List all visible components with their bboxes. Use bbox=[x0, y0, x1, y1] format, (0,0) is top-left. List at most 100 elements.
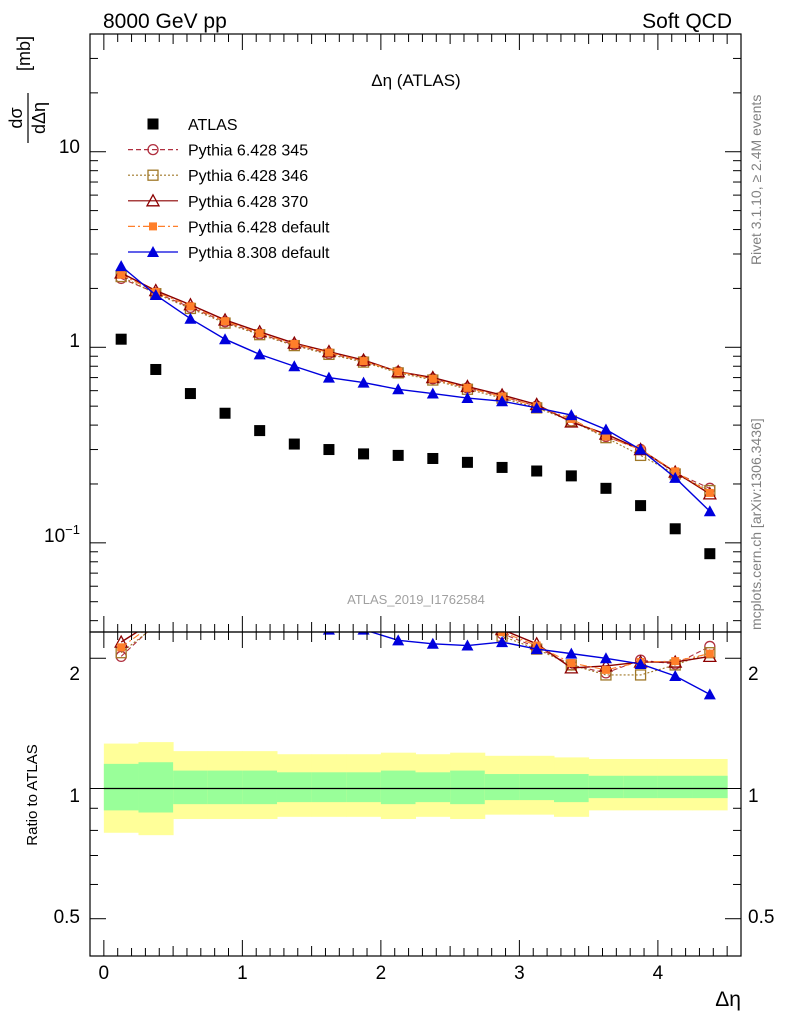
ratio-point-py8 bbox=[219, 620, 231, 631]
ratio-band-inner bbox=[588, 775, 624, 799]
main-point-atlas bbox=[150, 363, 162, 375]
main-point-py8 bbox=[565, 409, 578, 421]
x-axis-label: Δη bbox=[715, 988, 741, 1011]
main-point-atlas bbox=[358, 448, 370, 460]
main-series-atlas bbox=[115, 333, 716, 560]
main-point-py8 bbox=[149, 289, 162, 301]
ratio-point-py346 bbox=[255, 604, 265, 614]
main-point-atlas bbox=[184, 388, 196, 400]
main-point-pydefault bbox=[671, 467, 680, 476]
legend: ATLAS Pythia 6.428 345 Pythia 6.428 346 Pyt… bbox=[128, 117, 330, 262]
legend-item-py346: Pythia 6.428 346 bbox=[128, 168, 308, 185]
main-line-py8 bbox=[120, 265, 711, 512]
main-point-atlas bbox=[704, 548, 716, 560]
x-tick-label: 1 bbox=[237, 963, 248, 984]
main-series-py8 bbox=[115, 260, 716, 517]
ratio-point-py370 bbox=[323, 603, 335, 614]
ratio-point-py8 bbox=[599, 652, 612, 664]
main-point-pydefault bbox=[255, 329, 264, 338]
main-point-atlas bbox=[565, 470, 577, 482]
header-right: Soft QCD bbox=[642, 10, 732, 33]
legend-label-py8: Pythia 8.308 default bbox=[188, 245, 330, 262]
main-point-pydefault bbox=[186, 302, 195, 311]
main-point-atlas bbox=[600, 482, 612, 494]
main-series-py345 bbox=[115, 272, 716, 494]
ratio-point-py370 bbox=[150, 614, 162, 625]
ratio-band-inner bbox=[311, 772, 347, 803]
ratio-point-py345 bbox=[289, 604, 299, 614]
ratio-y-tick-label-1: 1 bbox=[69, 786, 80, 807]
main-point-py8 bbox=[530, 401, 543, 413]
legend-item-py345: Pythia 6.428 345 bbox=[128, 143, 308, 160]
ratio-point-py370 bbox=[564, 660, 579, 674]
ratio-series-py345 bbox=[115, 604, 716, 679]
ratio-series-py8 bbox=[115, 610, 716, 700]
main-x-ticks bbox=[103, 34, 728, 632]
main-point-atlas bbox=[392, 449, 404, 461]
ratio-band-inner bbox=[657, 775, 694, 799]
main-point-pydefault bbox=[359, 357, 368, 366]
ratio-band-inner bbox=[207, 770, 243, 805]
mcplots-label: mcplots.cern.ch [arXiv:1306.3436] bbox=[748, 418, 764, 630]
ratio-panel: 2 1 0.5 2 1 0.5 Ratio to ATLAS 0 1 2 3 4 Δη bbox=[24, 603, 775, 1011]
ratio-point-py346 bbox=[185, 604, 195, 614]
ratio-point-pydefault bbox=[601, 665, 610, 674]
ratio-point-pydefault bbox=[186, 605, 194, 613]
ratio-band-inner bbox=[623, 775, 659, 799]
main-point-py8 bbox=[219, 333, 232, 345]
main-point-atlas bbox=[115, 333, 127, 345]
ratio-y-tick-label-0.5-right: 0.5 bbox=[748, 907, 774, 928]
ratio-band-inner bbox=[415, 772, 451, 803]
ratio-point-py8 bbox=[288, 610, 300, 621]
ratio-band-inner bbox=[346, 772, 382, 803]
main-panel: Δη (ATLAS) ATLAS_2019_I1762584 dσ dΔη [m… bbox=[6, 33, 742, 633]
ratio-line-pydefault bbox=[120, 632, 710, 671]
ratio-point-py370 bbox=[288, 603, 300, 614]
main-line-py345 bbox=[120, 277, 711, 489]
legend-marker-py345 bbox=[147, 143, 159, 156]
legend-marker-py346 bbox=[147, 169, 159, 181]
main-title: Δη (ATLAS) bbox=[371, 71, 460, 90]
y-tick-label-10: 10 bbox=[59, 137, 80, 158]
ratio-series-py370 bbox=[114, 603, 717, 674]
main-point-atlas bbox=[323, 444, 335, 456]
ratio-point-py8 bbox=[703, 688, 716, 700]
y-axis-label: dσ dΔη [mb] bbox=[6, 36, 49, 143]
main-point-pydefault bbox=[601, 432, 610, 441]
ratio-point-py8 bbox=[669, 669, 682, 681]
main-point-atlas bbox=[496, 461, 508, 473]
y-tick-label-0.1: 10−1 bbox=[44, 522, 80, 547]
ratio-point-py346 bbox=[634, 669, 647, 681]
main-series-py370 bbox=[114, 265, 717, 500]
main-point-atlas bbox=[427, 452, 439, 464]
ratio-point-pydefault bbox=[290, 605, 298, 613]
legend-marker-atlas bbox=[147, 118, 159, 130]
ratio-x-ticks bbox=[103, 632, 728, 956]
main-point-atlas bbox=[531, 465, 543, 477]
main-point-py8 bbox=[184, 312, 197, 324]
ratio-point-py8 bbox=[184, 620, 196, 631]
y-tick-label-1: 1 bbox=[69, 331, 80, 352]
main-point-pydefault bbox=[394, 367, 403, 376]
ratio-band-inner bbox=[519, 774, 555, 801]
main-line-pydefault bbox=[120, 274, 711, 494]
ratio-point-py8 bbox=[565, 647, 578, 659]
main-point-atlas bbox=[219, 407, 231, 419]
main-series bbox=[114, 260, 717, 560]
ratio-y-tick-labels: 2 1 0.5 2 1 0.5 bbox=[54, 664, 775, 928]
legend-item-py8: Pythia 8.308 default bbox=[128, 245, 330, 262]
ratio-band-inner bbox=[242, 770, 278, 805]
legend-marker-py8 bbox=[147, 246, 159, 257]
main-point-py8 bbox=[496, 395, 509, 407]
ratio-point-py8 bbox=[461, 639, 474, 651]
y-tick-label-0.1-exp: −1 bbox=[65, 522, 80, 537]
legend-label-py345: Pythia 6.428 345 bbox=[188, 143, 308, 160]
ratio-point-pydefault bbox=[152, 618, 160, 626]
rivet-label: Rivet 3.1.10, ≥ 2.4M events bbox=[748, 95, 764, 265]
ratio-point-py8 bbox=[426, 637, 439, 649]
ratio-point-py8 bbox=[634, 657, 647, 669]
main-point-py8 bbox=[357, 376, 370, 388]
ratio-point-py370 bbox=[219, 603, 231, 614]
ratio-point-py8 bbox=[254, 615, 266, 626]
ratio-point-py346 bbox=[324, 604, 334, 614]
